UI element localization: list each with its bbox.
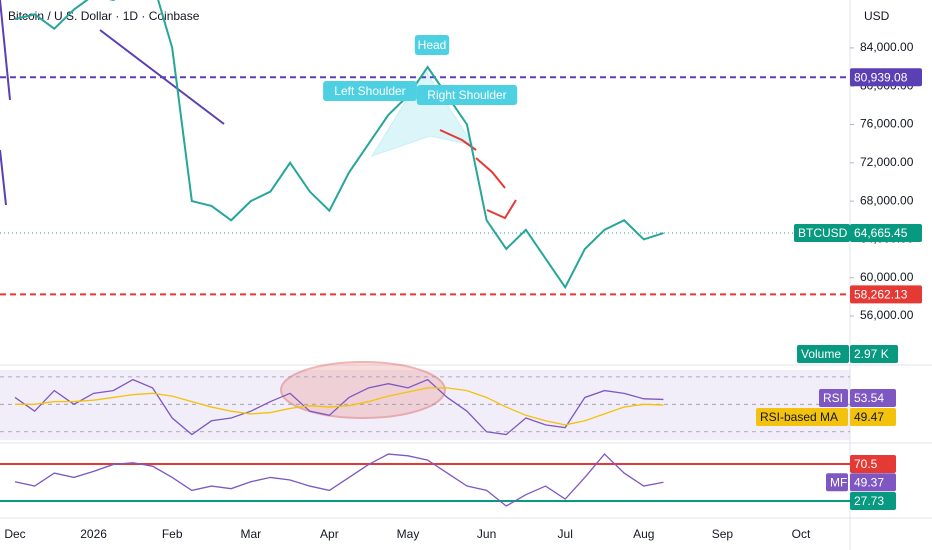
x-tick-label: Oct	[792, 527, 811, 541]
reference-label-bg	[850, 68, 922, 87]
x-tick-label: Sep	[712, 527, 734, 541]
series-name-bg	[826, 473, 848, 492]
y-tick-label: 60,000.00	[860, 270, 914, 284]
annotation: Head	[418, 38, 447, 52]
series-name: RSI-based MA	[760, 410, 838, 424]
rsi-band	[0, 370, 850, 440]
reference-label-bg	[850, 455, 896, 474]
annotation: Left Shoulder	[334, 84, 405, 98]
arrow	[475, 157, 506, 189]
y-tick-label: 72,000.00	[860, 155, 914, 169]
last-value-bg	[850, 389, 896, 407]
last-value: 53.54	[854, 391, 884, 405]
series-name: BTCUSD	[798, 226, 848, 240]
reference-label: 58,262.13	[854, 288, 908, 302]
reference-label: 27.73	[854, 494, 884, 508]
series-name: RSI	[823, 391, 843, 405]
last-value: 49.47	[854, 410, 884, 424]
reference-label-bg	[850, 491, 896, 510]
x-tick-label: Jul	[558, 527, 573, 541]
annotation-bg	[416, 85, 518, 105]
reference-label: 70.5	[854, 457, 878, 471]
series-name: MF	[830, 475, 847, 489]
x-tick-label: Dec	[4, 527, 25, 541]
arrow	[486, 199, 517, 220]
series-name-bg	[819, 389, 848, 407]
x-tick-label: Apr	[320, 527, 339, 541]
last-value: 49.37	[854, 475, 884, 489]
last-value-bg	[850, 473, 896, 492]
annotation-bg	[414, 35, 450, 55]
volume-name-bg	[797, 345, 849, 363]
volume-name: Volume	[801, 347, 841, 361]
currency: USD	[864, 9, 890, 23]
x-tick-label: May	[397, 527, 420, 541]
y-tick-label: 84,000.00	[860, 40, 914, 54]
x-tick-label: Mar	[240, 527, 261, 541]
trendline	[0, 149, 7, 206]
series-line	[14, 453, 664, 507]
series-name-bg	[794, 224, 850, 243]
reference-label: 80,939.08	[854, 70, 908, 84]
series-line	[15, 387, 664, 426]
x-tick-label: Feb	[162, 527, 183, 541]
x-tick-label: 2026	[80, 527, 107, 541]
volume-value-bg	[850, 345, 898, 363]
annotation: Right Shoulder	[427, 88, 506, 102]
last-price-bg	[850, 224, 922, 243]
series-name-bg	[756, 408, 848, 426]
chart-title: Bitcoin / U.S. Dollar · 1D · Coinbase	[8, 9, 200, 23]
y-tick-label: 56,000.00	[860, 308, 914, 322]
y-tick-label: 68,000.00	[860, 193, 914, 207]
trendline	[0, 0, 11, 101]
last-price: 64,665.45	[854, 226, 908, 240]
annotation-bg	[323, 81, 417, 101]
y-tick-label: 76,000.00	[860, 117, 914, 131]
last-value-bg	[850, 408, 896, 426]
series-line	[14, 0, 664, 290]
x-tick-label: Aug	[633, 527, 654, 541]
x-tick-label: Jun	[477, 527, 496, 541]
volume-value: 2.97 K	[854, 347, 889, 361]
reference-label-bg	[850, 285, 922, 304]
